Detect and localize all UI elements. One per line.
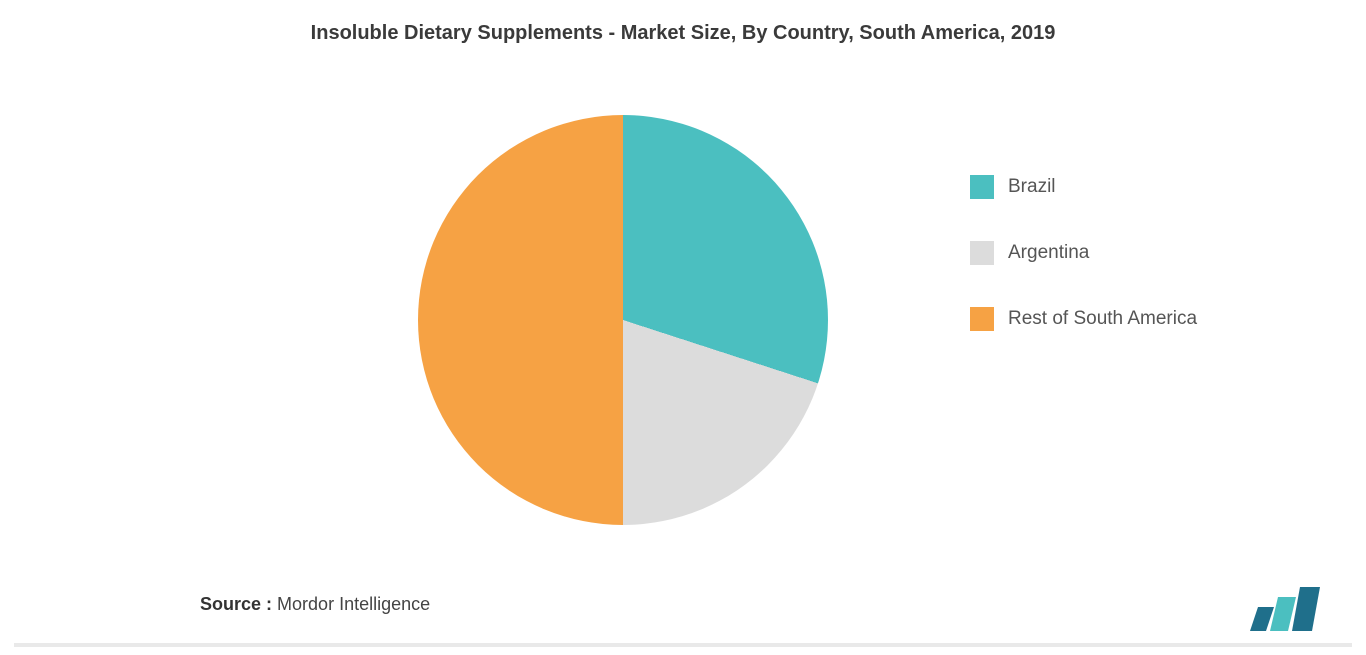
legend-swatch <box>970 175 994 199</box>
legend-swatch <box>970 307 994 331</box>
source-attribution: Source : Mordor Intelligence <box>200 594 430 615</box>
legend-swatch <box>970 241 994 265</box>
legend-label: Brazil <box>1008 176 1056 198</box>
legend: Brazil Argentina Rest of South America <box>970 175 1197 331</box>
legend-item: Brazil <box>970 175 1197 199</box>
mordor-logo-icon <box>1246 583 1326 633</box>
bottom-border <box>14 643 1352 647</box>
source-label: Source : <box>200 594 272 614</box>
legend-item: Argentina <box>970 241 1197 265</box>
legend-label: Rest of South America <box>1008 308 1197 330</box>
legend-item: Rest of South America <box>970 307 1197 331</box>
chart-title: Insoluble Dietary Supplements - Market S… <box>0 0 1366 45</box>
source-value: Mordor Intelligence <box>277 594 430 614</box>
legend-label: Argentina <box>1008 242 1089 264</box>
pie-chart <box>418 115 828 525</box>
